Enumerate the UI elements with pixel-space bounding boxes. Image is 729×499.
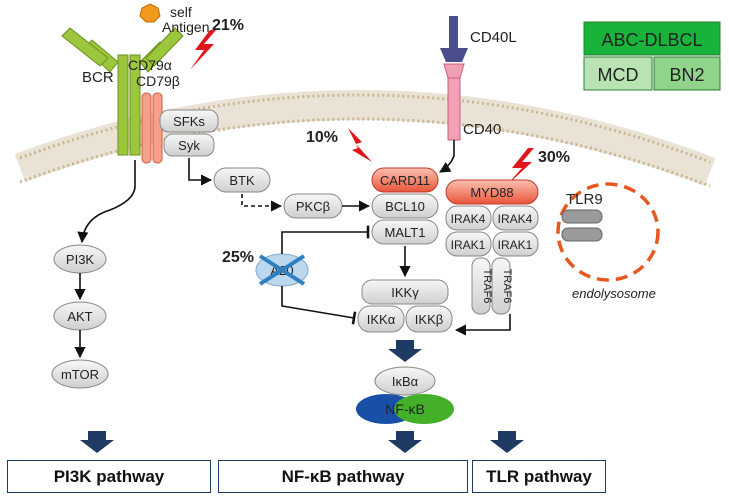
nfkb-pathway-box: NF-κB pathway [218,460,468,493]
cd40-receptor [443,63,465,141]
nfkb-pathway-label: NF-κB pathway [281,466,405,486]
pi3k-pathway-box: PI3K pathway [7,460,211,493]
node-ikba: IκBα [392,374,419,389]
cd40-label: CD40 [463,121,501,138]
tlr-pathway-label: TLR pathway [486,466,592,486]
legend-title: ABC-DLBCL [601,30,702,50]
endolysosome-icon [556,182,660,282]
node-card11: CARD11 [380,173,430,188]
bcr-label: BCR [82,69,114,86]
nfkb-right-subunit-icon [394,394,454,424]
tlr-pathway-box: TLR pathway [472,460,606,493]
mutation-rate-myd88: 30% [538,149,570,166]
node-syk: Syk [178,138,200,153]
node-ikkg: IKKγ [391,285,419,300]
tlr9-upper-icon [561,209,603,224]
node-traf6-left: TRAF6 [481,269,493,304]
bcr-receptor [61,27,184,156]
cd79b-label: CD79β [136,73,180,89]
node-traf6-right: TRAF6 [501,269,513,304]
node-pkcb: PKCβ [296,199,330,214]
mutation-rate-a20: 25% [222,249,254,266]
cd40l-ligand [440,16,468,62]
output-arrows [80,340,524,453]
a20-loss-cross-icon [258,254,306,286]
node-irak1-left: IRAK1 [451,238,486,252]
mutation-rate-card11: 10% [306,129,338,146]
self-antigen-label-line2: Antigen [162,19,209,35]
node-bcl10: BCL10 [385,199,425,214]
node-irak4-left: IRAK4 [451,212,486,226]
node-btk: BTK [229,173,255,188]
lightning-myd88-icon [506,148,534,186]
lightning-cd79-icon [190,30,216,70]
endolysosome-label: endolysosome [572,286,656,301]
down-arrow-icon [490,431,524,453]
node-malt1: MALT1 [385,225,426,240]
legend-subtype-bn2: BN2 [669,65,704,85]
node-akt: AKT [67,309,92,324]
down-arrow-icon [80,431,114,453]
node-myd88: MYD88 [470,185,513,200]
mutation-rate-cd79: 21% [212,17,244,34]
down-arrow-icon [388,340,422,362]
cd40l-label: CD40L [470,29,517,46]
node-irak4-right: IRAK4 [498,212,533,226]
node-nfkb: NF-κB [385,401,425,417]
node-ikkb: IKKβ [415,312,443,327]
subtype-legend: ABC-DLBCL MCD BN2 [583,21,721,91]
tlr9-lower-icon [561,227,603,242]
self-antigen-label-line1: self [170,4,192,20]
pi3k-pathway-label: PI3K pathway [53,466,165,486]
node-mtor: mTOR [61,367,99,382]
node-ikka: IKKα [367,312,396,327]
lightning-card11-icon [348,128,372,162]
tlr9-label: TLR9 [566,191,603,208]
down-arrow-icon [388,431,422,453]
node-irak1-right: IRAK1 [498,238,533,252]
node-sfks: SFKs [173,114,205,129]
pathway-arrows [74,140,511,359]
cd79a-label: CD79α [128,57,172,73]
self-antigen-icon [139,3,161,23]
node-pi3k: PI3K [66,252,95,267]
legend-subtype-mcd: MCD [598,65,639,85]
